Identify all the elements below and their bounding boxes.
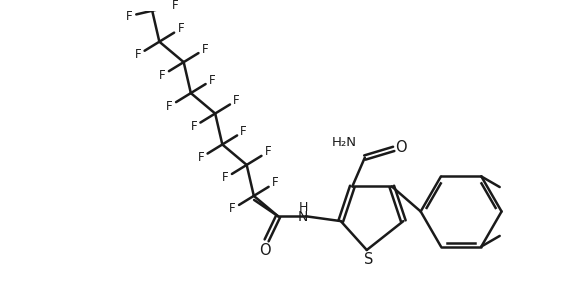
Text: H: H xyxy=(298,201,308,214)
Text: F: F xyxy=(233,94,240,107)
Text: H₂N: H₂N xyxy=(332,136,357,149)
Text: F: F xyxy=(166,100,173,113)
Text: F: F xyxy=(198,151,205,164)
Text: O: O xyxy=(259,243,271,258)
Text: O: O xyxy=(394,140,406,156)
Text: F: F xyxy=(190,120,197,133)
Text: F: F xyxy=(159,69,166,82)
Text: F: F xyxy=(172,0,179,12)
Text: N: N xyxy=(298,210,308,224)
Text: F: F xyxy=(125,10,132,23)
Text: F: F xyxy=(240,125,247,138)
Text: F: F xyxy=(222,172,229,185)
Text: F: F xyxy=(177,22,184,35)
Text: S: S xyxy=(364,252,373,267)
Text: F: F xyxy=(202,43,208,56)
Text: F: F xyxy=(209,73,215,86)
Text: F: F xyxy=(265,145,271,158)
Text: F: F xyxy=(272,176,279,189)
Text: F: F xyxy=(229,202,236,215)
Text: F: F xyxy=(134,48,141,61)
